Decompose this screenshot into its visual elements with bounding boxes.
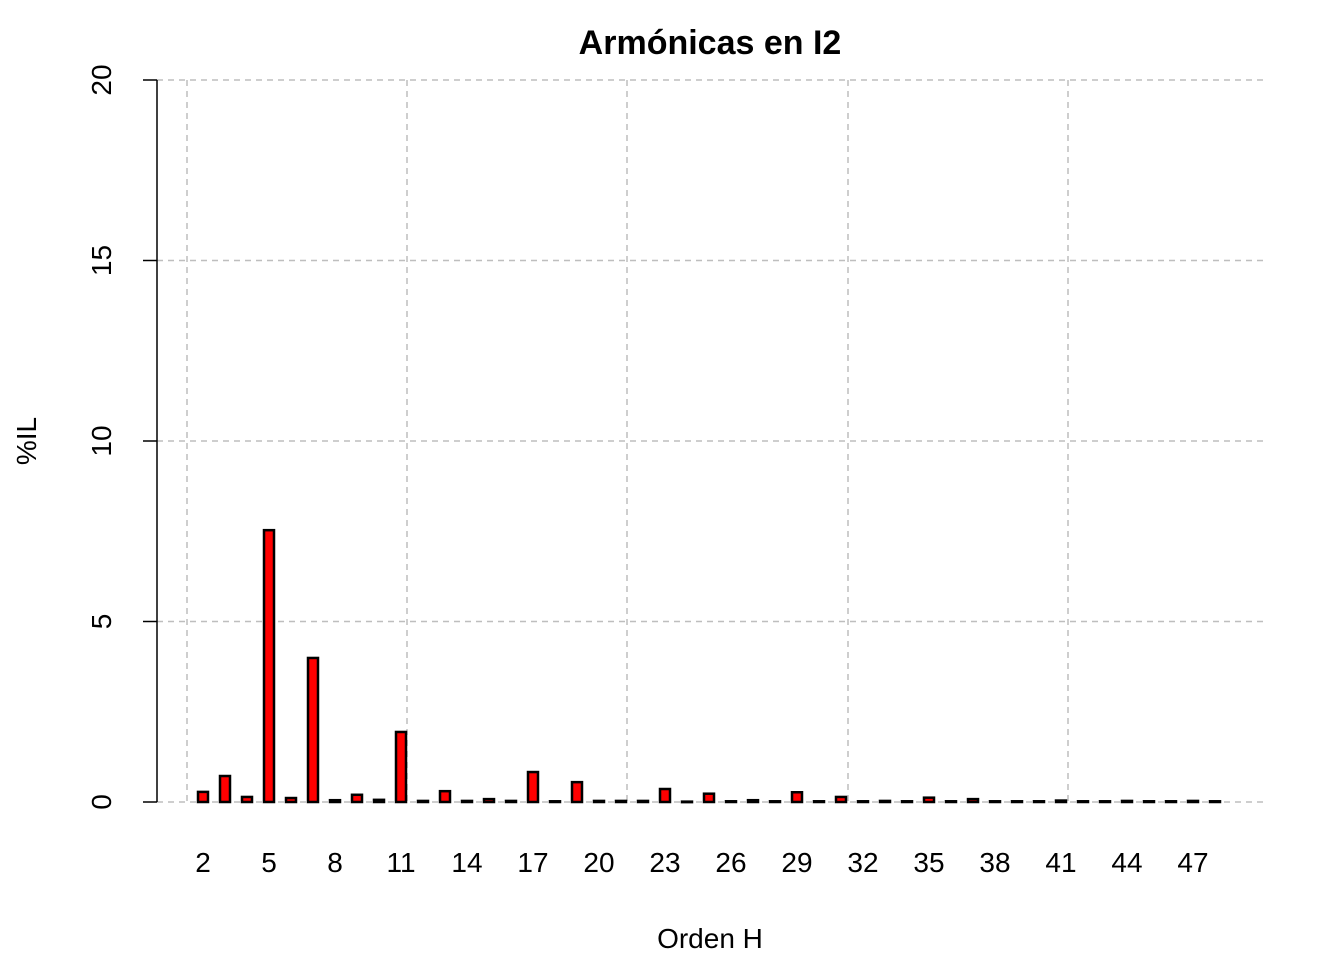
bar-h3 <box>218 774 232 804</box>
x-tick-label: 47 <box>1177 847 1208 878</box>
x-tick-label: 29 <box>781 847 812 878</box>
bar-h27 <box>746 798 760 804</box>
bar-h25 <box>702 792 716 804</box>
bar-h29 <box>790 791 804 804</box>
bar-h36 <box>944 800 958 804</box>
x-tick-label: 23 <box>649 847 680 878</box>
y-tick-label: 20 <box>86 64 117 95</box>
bars <box>196 528 1222 804</box>
bar-h14 <box>460 799 474 804</box>
bar-h32 <box>856 800 870 804</box>
grid <box>157 79 1265 803</box>
bar-h42 <box>1076 800 1090 804</box>
bar-h28 <box>768 800 782 804</box>
x-tick-label: 8 <box>327 847 343 878</box>
bar-h10 <box>372 798 386 804</box>
bar-h19 <box>570 780 584 804</box>
bar-h44 <box>1120 799 1134 804</box>
x-tick-label: 38 <box>979 847 1010 878</box>
bar-h15 <box>482 797 496 804</box>
x-tick-label: 35 <box>913 847 944 878</box>
y-axis: 0 5 10 15 20 <box>86 64 158 810</box>
bar-h2 <box>196 790 210 804</box>
bar-h7 <box>306 656 320 804</box>
bar-h43 <box>1098 800 1112 804</box>
x-tick-label: 5 <box>261 847 277 878</box>
bar-h39 <box>1010 800 1024 804</box>
bar-h13 <box>438 789 452 804</box>
bar-h46 <box>1164 800 1178 804</box>
bar-h9 <box>350 793 364 804</box>
y-tick-label: 5 <box>86 614 117 630</box>
bar-h34 <box>900 800 914 804</box>
bar-h37 <box>966 797 980 804</box>
bar-h41 <box>1054 799 1068 804</box>
bar-h33 <box>878 799 892 804</box>
bar-h22 <box>636 799 650 804</box>
x-axis-ticks: 2 5 8 11 14 17 20 23 26 29 32 35 38 41 44 47 <box>195 847 1208 878</box>
bar-h8 <box>328 798 342 804</box>
y-tick-label: 10 <box>86 425 117 456</box>
bar-h45 <box>1142 800 1156 804</box>
chart-title: Armónicas en I2 <box>579 24 842 62</box>
bar-h26 <box>724 800 738 804</box>
bar-h4 <box>240 795 254 804</box>
bar-h5 <box>262 528 276 804</box>
bar-h12 <box>416 799 430 804</box>
x-tick-label: 20 <box>583 847 614 878</box>
x-tick-label: 44 <box>1111 847 1142 878</box>
bar-h18 <box>548 800 562 804</box>
x-tick-label: 17 <box>517 847 548 878</box>
x-tick-label: 2 <box>195 847 211 878</box>
bar-h6 <box>284 796 298 804</box>
bar-h48 <box>1208 800 1222 804</box>
x-tick-label: 32 <box>847 847 878 878</box>
bar-h20 <box>592 799 606 804</box>
bar-h47 <box>1186 799 1200 804</box>
bar-h30 <box>812 800 826 804</box>
bar-h40 <box>1032 800 1046 804</box>
bar-h24 <box>680 800 694 804</box>
bar-h11 <box>394 730 408 804</box>
x-tick-label: 41 <box>1045 847 1076 878</box>
x-axis-label: Orden H <box>657 923 763 954</box>
bar-h38 <box>988 800 1002 804</box>
bar-h21 <box>614 799 628 804</box>
x-tick-label: 11 <box>386 847 415 878</box>
bar-h35 <box>922 796 936 804</box>
bar-h16 <box>504 799 518 804</box>
x-tick-label: 14 <box>451 847 482 878</box>
y-axis-label: %IL <box>11 417 42 465</box>
x-tick-label: 26 <box>715 847 746 878</box>
bar-h17 <box>526 770 540 804</box>
bar-h23 <box>658 787 672 804</box>
y-tick-label: 15 <box>86 245 117 276</box>
y-tick-label: 0 <box>86 794 117 810</box>
bar-h31 <box>834 795 848 804</box>
